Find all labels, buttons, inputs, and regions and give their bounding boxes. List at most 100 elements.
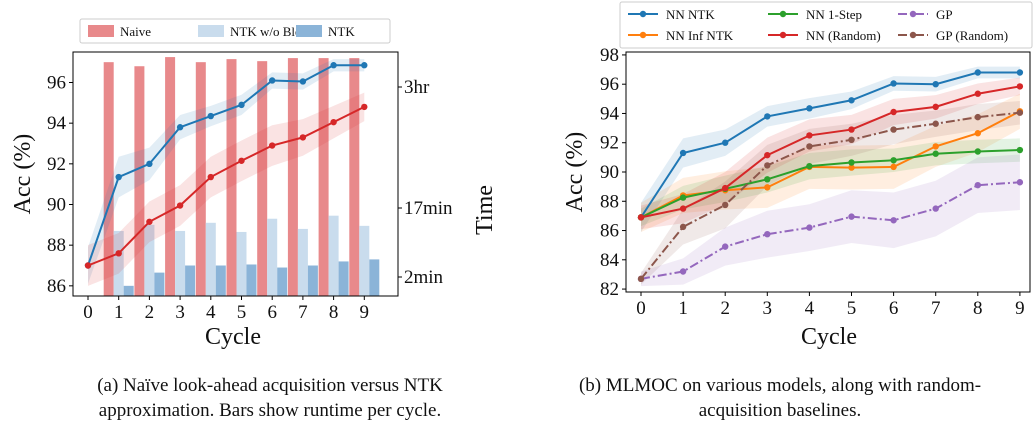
y-tick-label: 84 bbox=[600, 250, 620, 271]
legend-marker bbox=[779, 10, 787, 18]
data-point bbox=[115, 250, 122, 257]
data-point bbox=[115, 173, 122, 181]
bar-naive bbox=[287, 58, 298, 296]
legend-label: NN NTK bbox=[666, 7, 715, 22]
data-point bbox=[361, 62, 368, 69]
bar-ntk-w-o-block bbox=[113, 230, 124, 296]
x-tick-label: 2 bbox=[145, 302, 155, 323]
bar-naive bbox=[318, 58, 329, 296]
y-tick-label: 90 bbox=[600, 162, 619, 183]
data-point bbox=[330, 62, 337, 69]
data-point bbox=[679, 194, 687, 201]
x-axis-label: Cycle bbox=[205, 324, 261, 350]
data-point bbox=[679, 268, 687, 275]
caption-b: (b) MLMOC on various models, along with … bbox=[578, 375, 982, 421]
data-point bbox=[722, 139, 729, 146]
y-axis-label: Acc (%) bbox=[562, 132, 588, 213]
x-tick-label: 5 bbox=[237, 302, 247, 323]
data-point bbox=[974, 113, 981, 121]
bar-ntk bbox=[338, 261, 349, 296]
data-point bbox=[764, 151, 771, 159]
uncertainty-band bbox=[641, 154, 1020, 287]
data-point bbox=[176, 202, 184, 209]
legend-label: NN 1-Step bbox=[806, 7, 862, 22]
legend-label: GP bbox=[936, 7, 953, 22]
y2-tick-label: 3hr bbox=[404, 77, 430, 98]
x-tick-label: 1 bbox=[114, 302, 124, 323]
x-tick-label: 0 bbox=[83, 302, 93, 323]
data-point bbox=[848, 97, 855, 104]
bar-ntk-w-o-block bbox=[328, 215, 339, 296]
bar-ntk-w-o-block bbox=[359, 225, 370, 296]
data-point bbox=[1016, 83, 1024, 90]
uncertainty-band bbox=[641, 66, 1020, 232]
data-point bbox=[932, 103, 939, 111]
uncertainty-band bbox=[88, 59, 365, 284]
chart-a: 86 88 90 92 94 96 0 1 2 3 4 5 6 7 8 9 2min 17min 3hr Cycle A… bbox=[10, 18, 498, 350]
x-tick-label: 0 bbox=[636, 298, 646, 319]
data-point bbox=[1016, 109, 1024, 116]
legend-label: GP (Random) bbox=[936, 28, 1008, 43]
data-point bbox=[806, 162, 813, 170]
data-point bbox=[1016, 179, 1024, 186]
data-point bbox=[764, 162, 771, 169]
legend-box bbox=[619, 1, 1033, 49]
uncertainty-band bbox=[88, 92, 365, 286]
legend-marker bbox=[639, 31, 647, 39]
bar-naive bbox=[257, 61, 268, 297]
uncertainty-band bbox=[641, 77, 1020, 230]
data-point bbox=[764, 230, 771, 238]
x-tick-label: 8 bbox=[329, 302, 339, 323]
data-point bbox=[330, 118, 337, 126]
data-point bbox=[848, 136, 855, 144]
bar-ntk bbox=[277, 267, 288, 296]
legend-marker bbox=[779, 31, 787, 39]
y-tick-label: 94 bbox=[47, 113, 67, 134]
y-tick-label: 86 bbox=[600, 221, 619, 242]
data-point bbox=[637, 214, 645, 221]
data-point bbox=[146, 160, 153, 168]
bar-ntk-w-o-block bbox=[267, 218, 278, 296]
data-point bbox=[299, 134, 307, 141]
data-point bbox=[679, 223, 687, 231]
legend-label: NN (Random) bbox=[806, 28, 881, 43]
data-point bbox=[764, 176, 771, 183]
legend-swatch bbox=[198, 25, 224, 37]
bar-ntk bbox=[154, 272, 165, 296]
series-line bbox=[640, 181, 1020, 280]
data-point bbox=[84, 262, 92, 269]
data-point bbox=[848, 159, 855, 166]
data-point bbox=[932, 150, 939, 157]
data-point bbox=[764, 184, 771, 191]
bar-ntk-w-o-block bbox=[297, 228, 308, 296]
data-point bbox=[974, 90, 981, 97]
bar-ntk bbox=[185, 265, 196, 296]
x-axis-label: Cycle bbox=[801, 324, 857, 350]
legend-label: NTK bbox=[328, 24, 355, 39]
data-point bbox=[207, 112, 214, 120]
data-point bbox=[974, 181, 981, 189]
legend-label: NTK w/o Block bbox=[230, 24, 314, 39]
x-tick-label: 5 bbox=[847, 298, 857, 319]
bar-naive bbox=[226, 59, 237, 296]
data-point bbox=[974, 148, 981, 155]
data-point bbox=[932, 143, 939, 150]
y-tick-label: 92 bbox=[47, 154, 66, 175]
y-tick-label: 96 bbox=[600, 74, 619, 95]
y-tick-label: 96 bbox=[47, 73, 66, 94]
x-tick-label: 6 bbox=[889, 298, 899, 319]
legend-swatch bbox=[296, 25, 322, 37]
bar-ntk-w-o-block bbox=[236, 231, 247, 296]
data-point bbox=[269, 77, 276, 84]
data-point bbox=[1016, 146, 1024, 154]
plot-frame bbox=[72, 51, 399, 297]
x-tick-label: 9 bbox=[360, 302, 370, 323]
x-tick-label: 1 bbox=[678, 298, 688, 319]
y2-axis-label: Time bbox=[472, 185, 498, 235]
bar-ntk bbox=[215, 265, 226, 296]
y2-tick-label: 2min bbox=[404, 267, 444, 288]
series-line bbox=[640, 85, 1021, 219]
bar-ntk-w-o-block bbox=[144, 224, 155, 296]
data-point bbox=[932, 205, 939, 212]
